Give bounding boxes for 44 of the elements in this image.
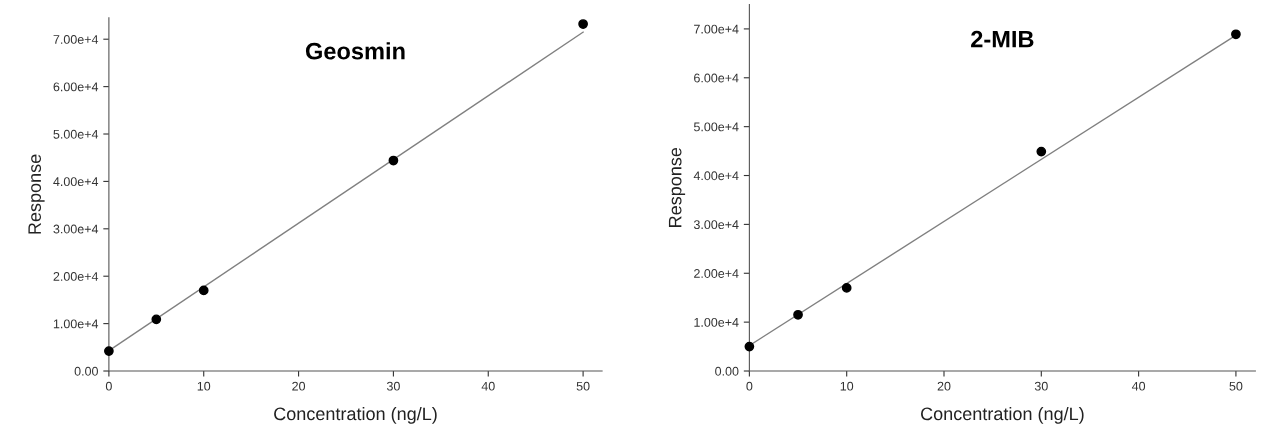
x-tick-label: 0 (746, 381, 753, 391)
point (744, 341, 755, 352)
point (104, 346, 114, 356)
y-tick-label: 7.00e+4 (694, 24, 739, 34)
text: Geosmin (305, 42, 405, 60)
y-tick-label: 2.00e+4 (694, 269, 739, 278)
x-tick-label: 30 (1034, 381, 1048, 391)
point (793, 309, 803, 320)
y-tick-label: 5.00e+4 (693, 122, 739, 132)
x-tick-label: 0 (105, 381, 112, 391)
y-tick-label: 1.00e+4 (53, 319, 99, 329)
x-tick-label: 40 (1131, 381, 1146, 391)
x-tick-label: 10 (840, 381, 854, 391)
y-tick-label: 2.00e+4 (53, 272, 99, 281)
point (578, 19, 588, 29)
y-tick-label: 0.00 (715, 366, 739, 376)
y-tick-label: 5.00e+4 (53, 129, 99, 139)
x-tick-label: 20 (292, 381, 306, 391)
text: 2-MIB (971, 30, 1034, 48)
y-tick-label: 7.00e+4 (53, 35, 99, 44)
y-tick-label: 3.00e+4 (693, 220, 739, 230)
x-tick-label: 10 (197, 381, 211, 391)
point (388, 155, 399, 166)
y-tick-label: 6.00e+4 (53, 82, 99, 92)
x-tick-label: 30 (386, 381, 400, 391)
y-axis-title: Response (668, 147, 686, 227)
x-tick-label: 50 (1229, 381, 1243, 391)
y-tick-label: 1.00e+4 (694, 317, 739, 327)
x-tick-label: 20 (937, 381, 951, 391)
point (1036, 146, 1047, 157)
y-tick-label: 6.00e+4 (694, 73, 739, 83)
y-tick-label: 4.00e+4 (693, 171, 739, 181)
y-axis-title: Response (28, 154, 45, 234)
point (151, 314, 162, 325)
x-tick-label: 40 (481, 381, 495, 391)
y-tick-label: 4.00e+4 (53, 177, 99, 187)
x-axis-title: Concentration (ng/L) (274, 406, 437, 424)
point (198, 285, 209, 296)
x-tick-label: 50 (576, 381, 590, 391)
x-axis-title: Concentration (ng/L) (921, 406, 1084, 424)
point (1231, 29, 1241, 40)
y-tick-label: 3.00e+4 (53, 224, 99, 234)
y-tick-label: 0.00 (74, 366, 98, 376)
point (841, 283, 852, 293)
